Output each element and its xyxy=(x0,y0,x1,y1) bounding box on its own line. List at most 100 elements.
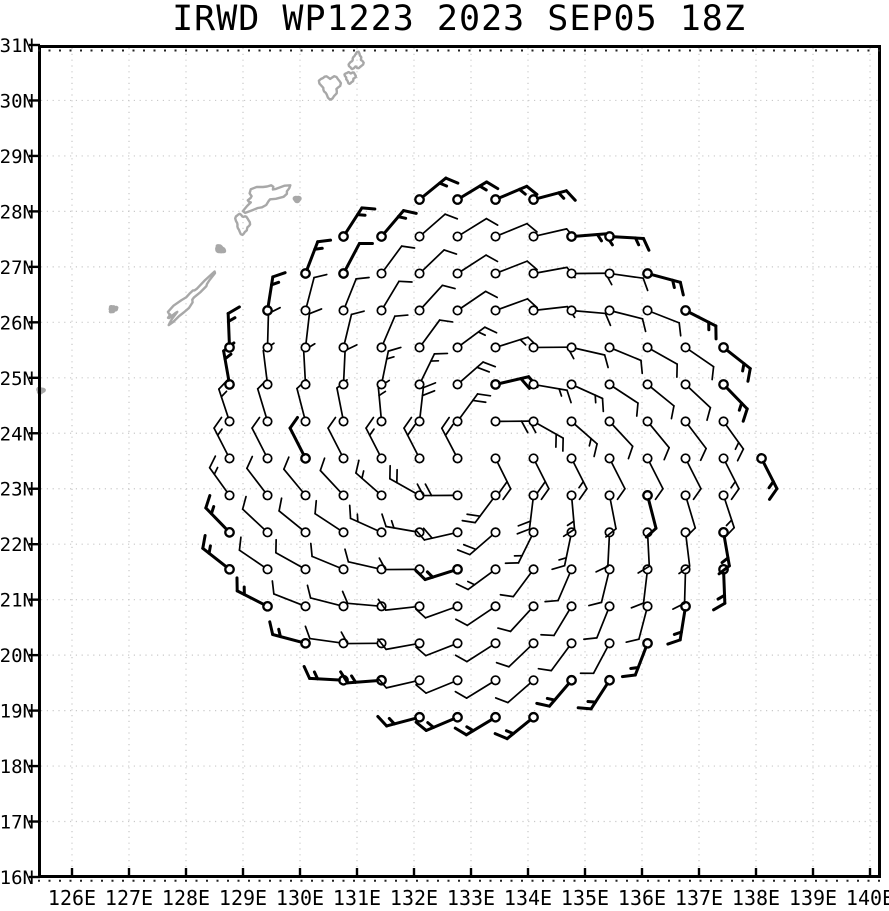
barb-full-feather xyxy=(415,683,427,694)
x-tick-label: 138E xyxy=(732,886,780,910)
barb-full-feather xyxy=(400,245,416,249)
wind-barb xyxy=(251,416,273,464)
barb-station-circle xyxy=(604,416,615,427)
barb-full-feather xyxy=(355,276,370,280)
wind-barb xyxy=(416,483,463,501)
barb-full-feather xyxy=(603,354,609,369)
barb-full-feather xyxy=(476,393,492,397)
barb-full-feather xyxy=(440,416,451,430)
wind-barb xyxy=(490,260,538,279)
wind-barb xyxy=(341,590,387,612)
wind-barb xyxy=(497,601,539,633)
barb-station-circle xyxy=(452,675,463,686)
barb-shaft xyxy=(459,180,489,199)
barb-shaft xyxy=(509,608,532,633)
barb-full-feather xyxy=(308,308,323,315)
barb-half-feather xyxy=(361,470,365,480)
barb-shaft xyxy=(385,643,417,651)
barb-full-feather xyxy=(455,583,469,591)
wind-barb xyxy=(327,416,349,464)
barb-half-feather xyxy=(207,544,212,555)
wind-barb xyxy=(604,268,649,292)
wind-barb xyxy=(528,379,572,404)
barb-station-circle xyxy=(528,416,539,427)
barb-full-feather xyxy=(627,445,634,460)
barb-full-feather xyxy=(637,565,651,574)
barb-station-circle xyxy=(680,416,691,427)
barb-full-feather xyxy=(316,238,333,244)
barb-shaft xyxy=(389,477,417,495)
barb-full-feather xyxy=(251,416,261,429)
barb-full-feather xyxy=(415,646,427,657)
barb-station-circle xyxy=(300,305,311,316)
barb-shaft xyxy=(382,209,406,235)
barb-half-feather xyxy=(385,355,395,360)
barb-shaft xyxy=(347,560,379,570)
barb-station-circle xyxy=(338,268,349,279)
wind-barb xyxy=(566,342,609,369)
barb-station-circle xyxy=(452,342,463,353)
barb-shaft xyxy=(342,349,346,382)
barb-shaft xyxy=(222,349,231,382)
barb-full-feather xyxy=(576,706,593,711)
barb-full-feather xyxy=(485,217,499,226)
wind-barb xyxy=(454,675,501,699)
barb-full-feather xyxy=(443,249,458,255)
barb-station-circle xyxy=(718,490,729,501)
barb-shaft xyxy=(424,606,455,619)
barb-full-feather xyxy=(493,732,509,741)
barb-station-circle xyxy=(376,527,387,538)
barb-station-circle xyxy=(528,490,539,501)
wind-barb xyxy=(680,305,718,341)
barb-station-circle xyxy=(262,453,273,464)
barb-shaft xyxy=(678,608,687,642)
barb-full-feather xyxy=(593,442,598,458)
wind-barb xyxy=(302,665,349,686)
barb-shaft xyxy=(424,717,456,732)
wind-barb xyxy=(680,379,712,422)
barb-station-circle xyxy=(490,675,501,686)
barb-full-feather xyxy=(498,480,508,494)
barb-station-circle xyxy=(376,305,387,316)
barb-full-feather xyxy=(537,667,553,672)
wind-barb xyxy=(490,416,537,434)
barb-shaft xyxy=(336,387,344,419)
barb-full-feather xyxy=(226,305,241,315)
barb-station-circle xyxy=(528,564,539,575)
wind-barb xyxy=(338,241,374,279)
wind-barb xyxy=(452,217,499,242)
barb-shaft xyxy=(241,508,266,531)
wind-barb xyxy=(414,213,459,242)
barb-half-feather xyxy=(595,233,603,243)
barb-station-circle xyxy=(262,379,273,390)
y-tick-label: 17N xyxy=(0,812,34,834)
barb-station-circle xyxy=(338,379,349,390)
barb-station-circle xyxy=(490,231,501,242)
barb-shaft xyxy=(464,717,494,737)
barb-half-feather xyxy=(734,441,740,451)
barb-full-feather xyxy=(605,527,617,538)
barb-shaft xyxy=(423,532,455,541)
barb-station-circle xyxy=(414,231,425,242)
barb-full-feather xyxy=(699,447,707,462)
barb-shaft xyxy=(600,572,610,604)
barb-station-circle xyxy=(414,268,425,279)
barb-shaft xyxy=(536,305,569,311)
barb-station-circle xyxy=(452,379,463,390)
y-tick-label: 26N xyxy=(0,312,34,334)
barb-station-circle xyxy=(490,601,501,612)
barb-shaft xyxy=(528,498,534,530)
wind-barb xyxy=(224,305,241,353)
barb-station-circle xyxy=(566,379,577,390)
barb-shaft xyxy=(266,275,275,308)
barb-station-circle xyxy=(528,601,539,612)
barb-shaft xyxy=(648,461,664,490)
barb-shaft xyxy=(724,498,736,529)
barb-full-feather xyxy=(630,602,645,609)
wind-barb xyxy=(718,379,749,423)
barb-station-circle xyxy=(338,601,349,612)
barb-shaft xyxy=(440,427,457,456)
barb-station-circle xyxy=(490,268,501,279)
wind-barb xyxy=(306,584,349,612)
